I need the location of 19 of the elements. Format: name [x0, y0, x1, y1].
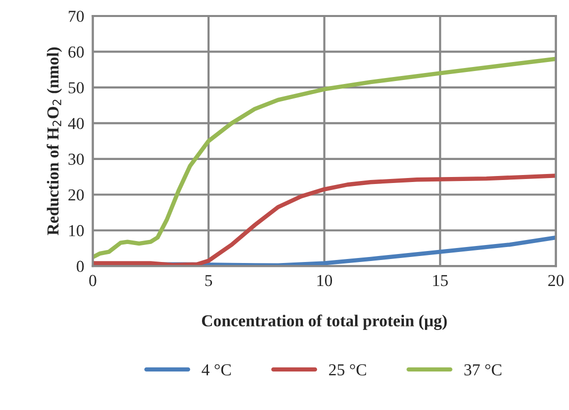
- y-axis-title: Reduction of H$_{2}$O$_{2}$ (nmol): [46, 47, 62, 236]
- y-tick-label: 10: [69, 225, 84, 236]
- x-axis-title: Concentration of total protein (µg): [202, 314, 447, 330]
- y-tick-label: 50: [68, 82, 84, 94]
- x-tick-label: 10: [317, 274, 332, 286]
- line-series: [92, 56, 556, 260]
- x-tick-label: 15: [433, 274, 448, 286]
- legend-label: 25 °C: [329, 364, 366, 376]
- y-tick-label: 20: [68, 189, 84, 201]
- y-tick-label: 60: [68, 46, 84, 58]
- x-tick-label: 20: [548, 274, 564, 286]
- x-tick-label: 5: [205, 275, 212, 286]
- y-tick-label: 40: [68, 118, 84, 130]
- legend-label: 4 °C: [202, 364, 231, 376]
- x-tick-label: 0: [89, 274, 96, 286]
- legend-label: 37 °C: [464, 364, 502, 376]
- y-tick-label: 30: [68, 154, 84, 165]
- y-tick-label: 0: [76, 260, 84, 272]
- y-tick-label: 70: [68, 10, 84, 22]
